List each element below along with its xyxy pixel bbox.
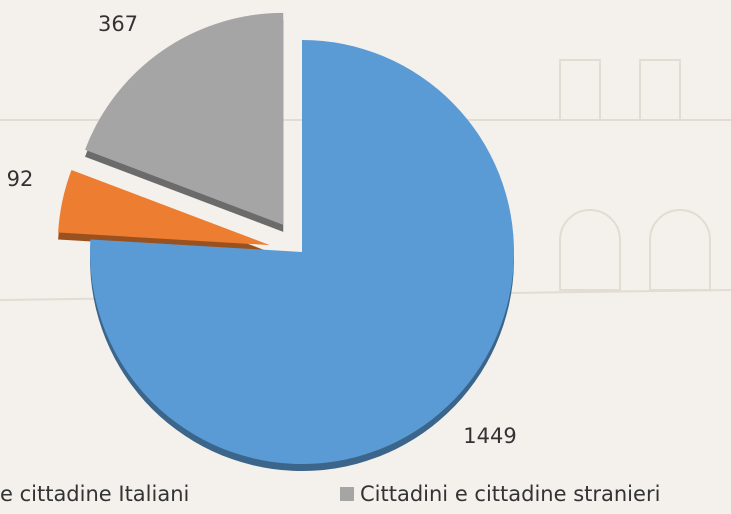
data-label: 1449 (463, 424, 516, 448)
legend-swatch (340, 487, 354, 501)
legend-label: e cittadine Italiani (0, 482, 189, 506)
legend-label: Cittadini e cittadine stranieri (360, 482, 660, 506)
chart: 1449 92 367 e cittadine Italiani Cittadini e… (0, 0, 731, 514)
data-label: 367 (98, 12, 138, 36)
data-label: 92 (7, 167, 34, 191)
